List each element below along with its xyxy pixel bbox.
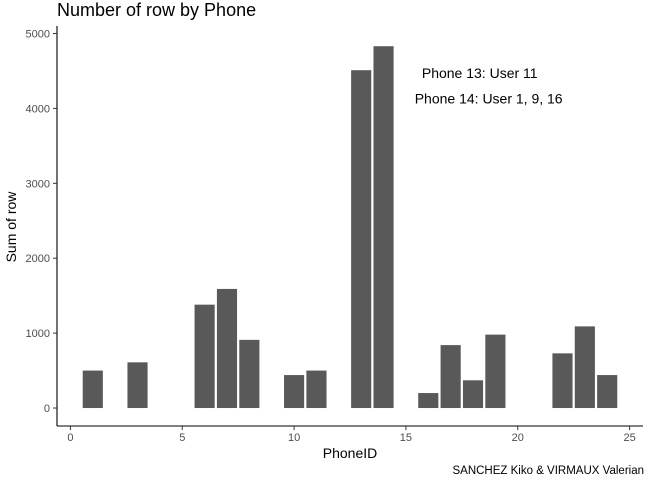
- axes-group: [56, 26, 643, 427]
- bar-phone-6: [194, 304, 215, 409]
- caption: SANCHEZ Kiko & VIRMAUX Valerian: [452, 465, 644, 477]
- x-tick-label: 5: [179, 432, 185, 444]
- x-tick-label: 15: [400, 432, 412, 444]
- x-tick-label: 20: [512, 432, 524, 444]
- x-tick-label: 25: [623, 432, 635, 444]
- bar-phone-24: [597, 375, 618, 409]
- annotation-label: Phone 13: User 11: [422, 65, 538, 81]
- bar-phone-22: [552, 353, 573, 409]
- bar-phone-8: [239, 339, 260, 409]
- bar-phone-17: [440, 345, 461, 409]
- bar-phone-11: [306, 370, 327, 409]
- y-tick-label: 5000: [26, 28, 50, 40]
- bar-phone-1: [82, 370, 103, 409]
- bar-phone-14: [373, 46, 394, 409]
- y-tick-label: 4000: [26, 103, 50, 115]
- bar-phone-7: [216, 288, 238, 409]
- y-tick-label: 1000: [26, 328, 50, 340]
- ticks-group: 0 5 10 15 20 25 0 1000 2000 3000 4000 5000: [26, 28, 636, 444]
- bar-phone-19: [485, 334, 506, 409]
- bar-phone-3: [127, 362, 148, 409]
- annotation-label: Phone 14: User 1, 9, 16: [415, 91, 563, 107]
- y-tick-label: 2000: [26, 253, 50, 265]
- x-axis-title: PhoneID: [323, 445, 377, 461]
- annotations-group: Phone 13: User 11 Phone 14: User 1, 9, 16: [415, 65, 563, 106]
- bar-phone-23: [574, 326, 595, 409]
- x-tick-label: 0: [67, 432, 73, 444]
- y-axis-title: Sum of row: [3, 191, 19, 263]
- bar-phone-16: [418, 393, 439, 409]
- x-tick-label: 10: [288, 432, 300, 444]
- bar-phone-13: [351, 70, 372, 409]
- bar-phone-10: [284, 375, 305, 409]
- y-tick-label: 0: [44, 403, 50, 415]
- chart-title: Number of row by Phone: [57, 0, 257, 20]
- y-tick-label: 3000: [26, 178, 50, 190]
- bars-group: [82, 46, 618, 409]
- bar-phone-18: [462, 380, 484, 409]
